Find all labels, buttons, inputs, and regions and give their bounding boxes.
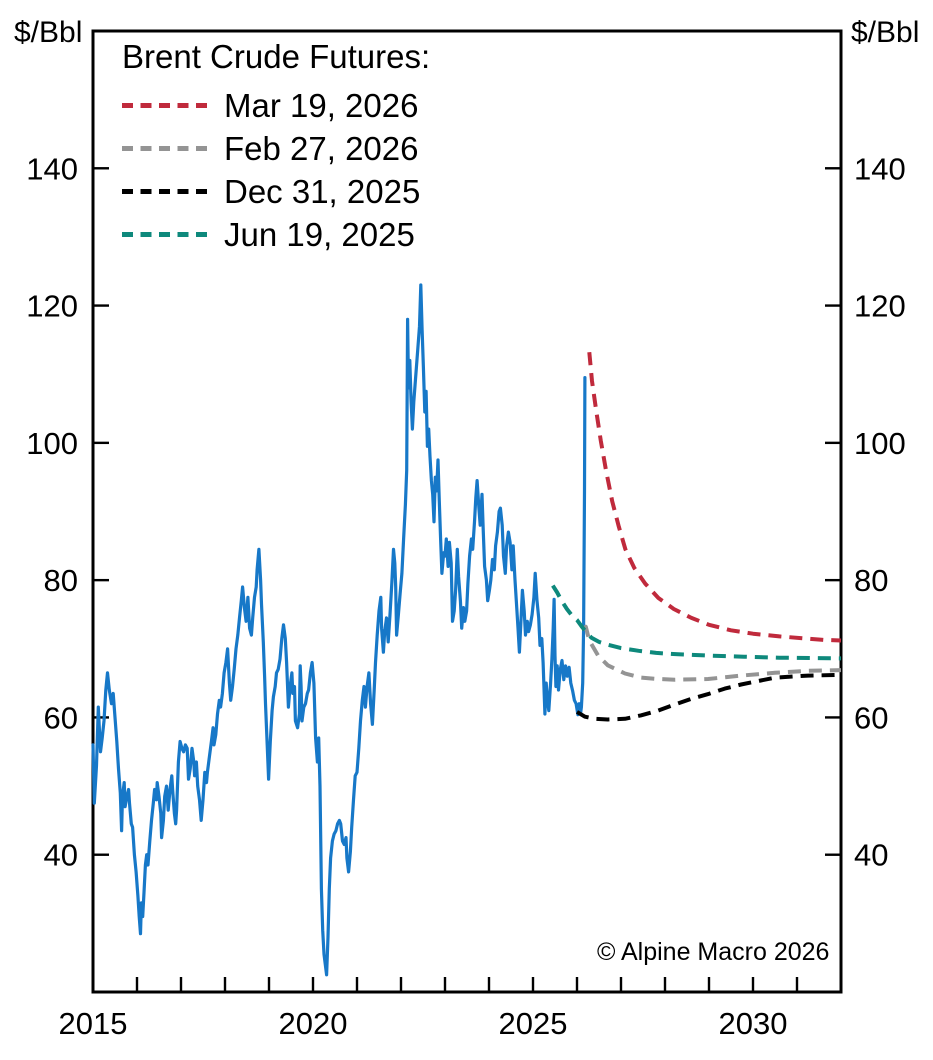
plot-border (91, 29, 843, 994)
legend-label: Jun 19, 2025 (224, 215, 415, 253)
series-line-brent-crude-spot-price-historical- (91, 283, 587, 977)
legend-item-dec-31-2025: Dec 31, 2025 (122, 170, 430, 213)
legend-item-mar-19-2026: Mar 19, 2026 (122, 84, 430, 127)
legend-item-feb-27-2026: Feb 27, 2026 (122, 127, 430, 170)
x-axis-label: 2025 (499, 1006, 568, 1041)
y-axis-label-left: 40 (44, 838, 78, 873)
y-axis-label-left: 100 (26, 426, 78, 461)
y-axis-label-right: 40 (854, 838, 888, 873)
legend-item-jun-19-2025: Jun 19, 2025 (122, 213, 430, 256)
legend-title: Brent Crude Futures: (122, 38, 431, 75)
y-axis-label-right: 100 (854, 426, 906, 461)
legend-label: Dec 31, 2025 (224, 172, 421, 210)
legend-swatch-red-dash-icon (122, 103, 210, 108)
y-axis-unit-right: $/Bbl (851, 16, 920, 49)
y-axis-label-right: 60 (854, 700, 888, 735)
y-axis-label-left: 140 (26, 151, 78, 186)
y-axis-label-left: 80 (44, 563, 78, 598)
series-line-feb-27-2026 (582, 624, 842, 682)
x-axis-label: 2030 (719, 1006, 788, 1041)
x-axis-label: 2015 (59, 1006, 128, 1041)
y-axis-unit-left: $/Bbl (14, 16, 83, 49)
y-axis-label-left: 120 (26, 289, 78, 324)
y-axis-label-right: 120 (854, 289, 906, 324)
x-axis-label: 2020 (279, 1006, 348, 1041)
legend-swatch-gray-dash-icon (122, 146, 210, 151)
y-axis-label-right: 140 (854, 151, 906, 186)
legend: Brent Crude Futures: Mar 19, 2026 Feb 27… (122, 40, 430, 256)
legend-swatch-teal-dash-icon (122, 232, 210, 237)
copyright-watermark: © Alpine Macro 2026 (597, 938, 830, 966)
legend-label: Feb 27, 2026 (224, 129, 419, 167)
legend-label: Mar 19, 2026 (224, 86, 419, 124)
y-axis-label-left: 60 (44, 700, 78, 735)
series-line-dec-31-2025 (575, 672, 842, 722)
series-line-jun-19-2025 (551, 584, 842, 661)
y-axis-label-right: 80 (854, 563, 888, 598)
series-line-mar-19-2026 (587, 352, 842, 643)
legend-swatch-black-dash-icon (122, 189, 210, 194)
